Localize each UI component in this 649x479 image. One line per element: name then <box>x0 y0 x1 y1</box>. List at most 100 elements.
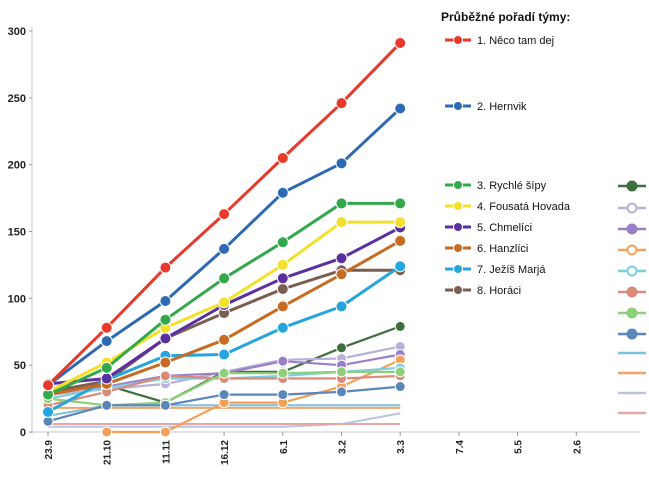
main-series-point <box>335 216 348 229</box>
main-series-point <box>100 372 113 385</box>
y-tick-label: 50 <box>14 360 26 372</box>
minor-series-point <box>159 399 171 411</box>
legend-swatch-marker <box>453 222 463 232</box>
main-series-point <box>42 379 54 392</box>
legend-swatch-marker <box>626 307 638 319</box>
minor-series-point <box>218 367 230 379</box>
legend-swatch-marker <box>626 180 638 192</box>
main-series-point <box>276 321 289 334</box>
minor-series-point <box>394 381 406 393</box>
legend-title: Průběžné pořadí týmy: <box>441 10 570 24</box>
main-series-point <box>159 356 172 369</box>
legend-swatch-marker <box>626 244 638 256</box>
legend-swatch-marker <box>626 328 638 340</box>
main-series-point <box>276 151 289 164</box>
main-series-point <box>100 335 113 348</box>
legend-label: 7. Ježíš Marjá <box>477 264 546 276</box>
main-series-point <box>276 236 289 249</box>
main-series-point <box>335 268 348 281</box>
x-tick-label: 2.6 <box>572 440 583 454</box>
minor-series-point <box>336 342 347 354</box>
legend-swatch-marker <box>453 264 463 274</box>
minor-series-point <box>336 386 347 398</box>
minor-series-line <box>106 358 401 434</box>
minor-series-point <box>336 366 347 378</box>
legend-label: 8. Horáci <box>477 285 521 297</box>
x-tick-label: 7.4 <box>455 440 466 454</box>
legend-swatch-marker <box>626 286 638 298</box>
legend-swatch-marker <box>453 285 463 295</box>
x-tick-label: 3.2 <box>338 440 349 454</box>
y-tick-label: 300 <box>8 26 26 38</box>
axes: 0 50 100 150 200 250 300 23.9 21.10 11.11 16.12 6.1… <box>8 26 640 465</box>
main-series-point <box>335 300 348 313</box>
main-series-point <box>276 300 289 313</box>
legend: Průběžné pořadí týmy: 1. Něco tam dej 2. … <box>441 10 646 415</box>
main-series-point <box>159 332 172 345</box>
legend-swatch-marker <box>453 243 463 253</box>
legend-swatch-marker <box>626 265 638 277</box>
main-series-point <box>335 252 348 265</box>
legend-swatch-marker <box>626 223 638 235</box>
main-series-point <box>335 197 348 210</box>
legend-label: 4. Fousatá Hovada <box>477 201 571 213</box>
main-series-point <box>218 242 231 255</box>
main-series-point <box>276 258 289 271</box>
y-tick-label: 200 <box>8 160 26 172</box>
minor-series-point <box>101 399 113 411</box>
main-series-point <box>394 37 407 50</box>
x-tick-label: 11.11 <box>161 440 172 464</box>
main-series-point <box>394 102 407 115</box>
x-tick-label: 6.1 <box>279 440 290 454</box>
x-tick-label: 23.9 <box>44 440 55 460</box>
main-series-point <box>159 313 172 326</box>
main-series-point <box>42 405 54 418</box>
main-series-point <box>100 321 113 334</box>
minor-series-point <box>159 426 171 438</box>
legend-label: 3. Rychlé šípy <box>477 180 547 192</box>
y-tick-label: 150 <box>8 227 26 239</box>
minor-series-point <box>277 389 289 401</box>
legend-swatch-marker <box>453 101 463 111</box>
minor-series-point <box>101 426 113 438</box>
x-tick-label: 5.5 <box>514 440 525 454</box>
main-series-point <box>159 261 172 274</box>
y-tick-label: 100 <box>8 293 26 305</box>
legend-swatch-marker <box>453 201 463 211</box>
y-tick-label: 0 <box>20 427 26 439</box>
legend-swatch-marker <box>453 180 463 190</box>
minor-series-point <box>277 355 289 367</box>
legend-swatch-marker <box>626 202 638 214</box>
main-series-point <box>394 197 407 210</box>
minor-series-point <box>394 320 406 332</box>
main-series-point <box>276 272 289 285</box>
main-series-point <box>218 272 231 285</box>
main-series-point <box>218 348 231 361</box>
main-series-point <box>394 260 407 273</box>
legend-swatch-marker <box>453 35 463 45</box>
minor-series-point <box>218 389 230 401</box>
minor-series-point <box>277 367 289 379</box>
main-series-point <box>394 234 407 247</box>
main-series-point <box>394 216 407 229</box>
legend-label: 1. Něco tam dej <box>477 35 554 47</box>
legend-label: 5. Chmelíci <box>477 222 532 234</box>
main-series-point <box>335 157 348 170</box>
main-series-point <box>218 208 231 221</box>
legend-label: 6. Hanzlíci <box>477 243 528 255</box>
legend-label: 2. Hernvik <box>477 101 527 113</box>
main-series-point <box>218 333 231 346</box>
x-tick-label: 16.12 <box>220 440 231 465</box>
y-tick-label: 250 <box>8 93 26 105</box>
minor-series-point <box>159 370 171 382</box>
main-series-point <box>100 361 113 374</box>
main-series-point <box>159 295 172 308</box>
minor-series-point <box>394 366 406 378</box>
main-series-point <box>218 296 231 309</box>
x-tick-label: 3.3 <box>396 440 407 454</box>
main-series-point <box>276 186 289 199</box>
main-series-point <box>335 97 348 110</box>
series-lines <box>42 37 407 438</box>
